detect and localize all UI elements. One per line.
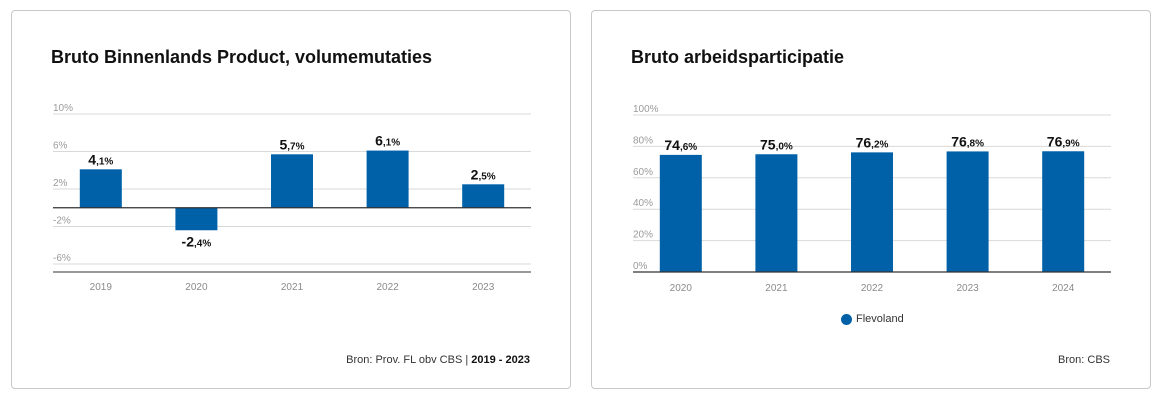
- bbp-data-label: 5,7%: [279, 136, 304, 152]
- bbp-bar: [462, 184, 505, 208]
- bbp-y-tick-label: -2%: [53, 216, 71, 227]
- bbp-source-prefix: Bron: Prov. FL obv CBS |: [346, 354, 472, 366]
- bbp-y-tick-label: -6%: [53, 253, 71, 264]
- participatie-y-tick-label: 0%: [633, 261, 648, 272]
- bbp-data-label: 6,1%: [375, 133, 400, 149]
- bbp-bar-chart: 10% 6% 2% -2% -6% 4,1% 2019 -2,4% 2020 5,7% 2021 6,…: [53, 103, 531, 293]
- arbeidsparticipatie-chart-title: Bruto arbeidsparticipatie: [631, 47, 845, 67]
- legend-label: Flevoland: [856, 313, 904, 325]
- bbp-x-tick-label: 2020: [185, 282, 208, 293]
- participatie-y-tick-label: 100%: [633, 104, 659, 115]
- bbp-chart-title: Bruto Binnenlands Product, volumemutatie…: [51, 47, 433, 67]
- bbp-bar: [271, 154, 313, 208]
- participatie-bar: [659, 154, 702, 272]
- bbp-data-label: 4,1%: [88, 151, 113, 167]
- participatie-y-tick-label: 20%: [633, 230, 653, 241]
- arbeidsparticipatie-bar-chart: 100% 80% 60% 40% 20% 0% 74,6% 2020 75,0% 2021 76,2…: [633, 104, 1111, 294]
- arbeidsparticipatie-source: Bron: CBS: [1058, 354, 1110, 366]
- bbp-source-period-end: 2023: [505, 354, 530, 366]
- legend-dot-icon: [841, 313, 852, 325]
- participatie-data-label: 76,2%: [856, 134, 889, 150]
- bbp-source-period-start: 2019: [471, 354, 496, 366]
- participatie-y-tick-label: 80%: [633, 135, 653, 146]
- bbp-y-tick-label: 2%: [53, 178, 68, 189]
- bbp-data-label: -2,4%: [182, 233, 212, 249]
- bbp-y-tick-label: 10%: [53, 103, 73, 114]
- participatie-data-label: 76,8%: [951, 133, 984, 149]
- participatie-x-tick-label: 2024: [1052, 283, 1075, 294]
- bbp-chart-card: Bruto Binnenlands Product, volumemutatie…: [11, 10, 571, 389]
- bbp-source: Bron: Prov. FL obv CBS | 2019 - 2023: [346, 354, 530, 366]
- bbp-x-tick-label: 2021: [281, 282, 304, 293]
- bbp-y-tick-label: 6%: [53, 141, 68, 152]
- chart-legend[interactable]: Flevoland: [841, 313, 904, 325]
- participatie-data-label: 74,6%: [664, 137, 697, 153]
- bbp-bar: [175, 207, 218, 231]
- bbp-x-tick-label: 2022: [376, 282, 399, 293]
- participatie-bar: [851, 152, 893, 272]
- bbp-x-tick-label: 2019: [90, 282, 113, 293]
- participatie-bar: [1042, 151, 1085, 272]
- arbeidsparticipatie-chart-card: Bruto arbeidsparticipatie 100% 80% 60% 40% 2…: [591, 10, 1151, 389]
- bbp-bar: [79, 169, 122, 208]
- participatie-bar: [946, 151, 989, 272]
- bbp-bar: [366, 150, 409, 208]
- participatie-data-label: 75,0%: [760, 136, 793, 152]
- participatie-y-tick-label: 40%: [633, 198, 653, 209]
- participatie-bar: [755, 154, 798, 272]
- participatie-x-tick-label: 2021: [765, 283, 788, 294]
- bbp-source-period-sep: -: [495, 354, 506, 366]
- participatie-x-tick-label: 2022: [861, 283, 884, 294]
- participatie-data-label: 76,9%: [1047, 133, 1080, 149]
- bbp-x-tick-label: 2023: [472, 282, 495, 293]
- participatie-x-tick-label: 2020: [670, 283, 693, 294]
- participatie-x-tick-label: 2023: [956, 283, 979, 294]
- bbp-data-label: 2,5%: [471, 166, 496, 182]
- participatie-y-tick-label: 60%: [633, 167, 653, 178]
